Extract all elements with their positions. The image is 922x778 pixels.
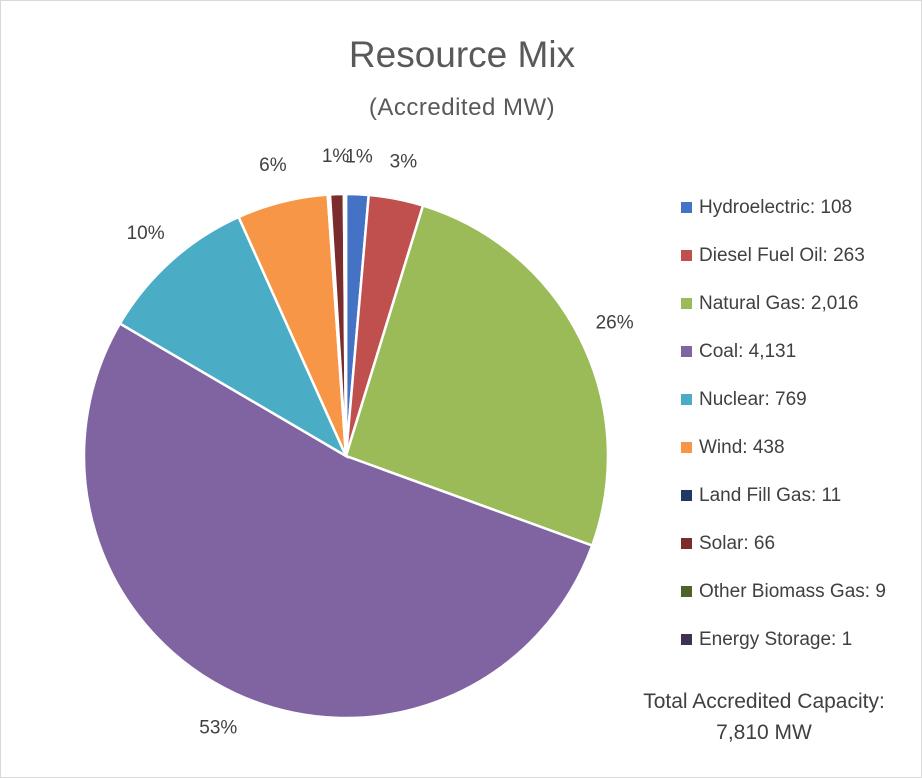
legend-label-other-biomass-gas: Other Biomass Gas: 9 — [699, 581, 886, 602]
percent-labels: 1% 3% 26% 53% 10% 6% 1% — [127, 146, 634, 738]
legend-swatch-wind — [681, 442, 692, 453]
legend-swatch-natural-gas — [681, 298, 692, 309]
chart-subtitle: (Accredited MW) — [369, 94, 555, 121]
total-capacity-value: 7,810 MW — [716, 721, 812, 744]
pie-slices — [82, 192, 610, 720]
percent-label-coal: 53% — [199, 718, 237, 739]
legend-swatch-solar — [681, 538, 692, 549]
legend-label-coal: Coal: 4,131 — [699, 341, 796, 362]
legend-label-natural-gas: Natural Gas: 2,016 — [699, 293, 858, 314]
chart-title: Resource Mix — [349, 34, 576, 75]
total-capacity: Total Accredited Capacity: 7,810 MW — [643, 690, 885, 744]
percent-label-nuclear: 10% — [127, 223, 165, 244]
percent-label-diesel-fuel-oil: 3% — [390, 152, 418, 173]
legend-label-solar: Solar: 66 — [699, 533, 775, 554]
legend-swatch-coal — [681, 346, 692, 357]
legend-swatch-diesel-fuel-oil — [681, 250, 692, 261]
legend-label-nuclear: Nuclear: 769 — [699, 389, 807, 410]
percent-label-solar: 1% — [322, 146, 350, 167]
pie-slice-coal — [82, 321, 594, 720]
legend: Hydroelectric: 108 Diesel Fuel Oil: 263 Na… — [681, 197, 886, 650]
pie-slice-nuclear — [118, 215, 349, 460]
legend-label-wind: Wind: 438 — [699, 437, 785, 458]
legend-swatch-hydroelectric — [681, 202, 692, 213]
legend-swatch-land-fill-gas — [681, 490, 692, 501]
percent-label-wind: 6% — [259, 155, 287, 176]
percent-label-natural-gas: 26% — [596, 312, 634, 333]
pie-slice-natural-gas — [344, 204, 610, 548]
legend-label-land-fill-gas: Land Fill Gas: 11 — [699, 485, 841, 506]
percent-label-hydroelectric: 1% — [345, 146, 373, 167]
legend-swatch-nuclear — [681, 394, 692, 405]
total-capacity-label: Total Accredited Capacity: — [643, 690, 885, 713]
legend-swatch-energy-storage — [681, 634, 692, 645]
legend-label-energy-storage: Energy Storage: 1 — [699, 629, 852, 650]
legend-label-hydroelectric: Hydroelectric: 108 — [699, 197, 852, 218]
legend-label-diesel-fuel-oil: Diesel Fuel Oil: 263 — [699, 245, 865, 266]
legend-swatch-other-biomass-gas — [681, 586, 692, 597]
